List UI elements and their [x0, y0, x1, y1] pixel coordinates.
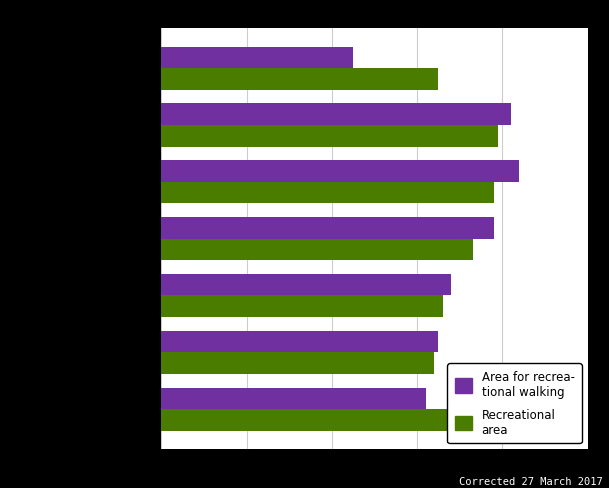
Text: Corrected 27 March 2017: Corrected 27 March 2017	[459, 476, 603, 486]
Legend: Area for recrea-
tional walking, Recreational
area: Area for recrea- tional walking, Recreat…	[448, 364, 582, 443]
Bar	[161, 161, 519, 183]
Bar	[161, 47, 353, 69]
Bar	[161, 331, 438, 352]
Bar	[161, 274, 451, 296]
Bar	[161, 239, 473, 261]
Bar	[161, 69, 438, 91]
Bar	[161, 218, 494, 239]
Bar	[161, 409, 451, 431]
Bar	[161, 296, 443, 317]
Bar	[161, 126, 498, 147]
Bar	[161, 104, 511, 126]
Bar	[161, 183, 494, 204]
Bar	[161, 387, 426, 409]
Bar	[161, 352, 434, 374]
